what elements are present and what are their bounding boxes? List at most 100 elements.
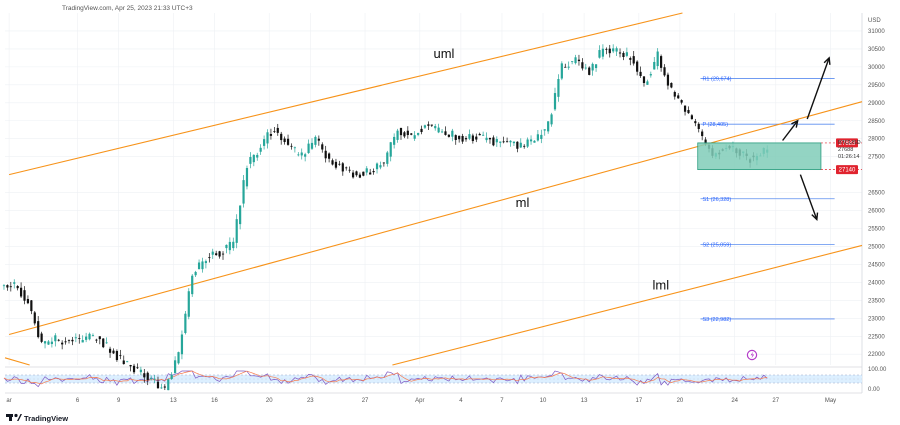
candle-body (115, 351, 119, 361)
alert-icon[interactable] (746, 349, 758, 361)
time-tick-label: 13 (581, 398, 588, 404)
candle-body (167, 379, 170, 391)
candle-body (653, 61, 656, 70)
candle-body (509, 140, 512, 143)
price-tick-label: 22500 (868, 334, 885, 340)
time-tick-label: Apr (415, 398, 424, 404)
candle-body (173, 360, 177, 374)
candle-body (642, 76, 646, 84)
time-tick-label: 20 (677, 398, 684, 404)
candle-body (262, 139, 266, 146)
candle-body (468, 134, 471, 139)
candle-body (61, 342, 64, 345)
candle-body (139, 369, 142, 373)
candle-body (102, 338, 105, 348)
price-tick-label: 24000 (868, 280, 885, 286)
candle-body (687, 109, 690, 114)
candle-body (567, 66, 570, 68)
candle-body (577, 59, 581, 62)
candle-body (601, 48, 605, 57)
channel-label-ml: ml (516, 195, 530, 210)
candle-body (560, 63, 563, 79)
candle-body (283, 138, 286, 143)
candle-body (304, 154, 307, 157)
price-tick-label: 22000 (868, 352, 885, 358)
candle-body (403, 132, 406, 137)
price-badge (836, 165, 858, 175)
candle-body (180, 334, 184, 355)
candle-body (499, 141, 502, 143)
candle-body (680, 100, 683, 103)
candle-body (119, 355, 122, 357)
time-axis: ar 6 9 13 16 20 23 27 Apr 4 7 10 13 17 20 24 27 May (6, 398, 836, 404)
candle-body (632, 56, 635, 64)
candle-body (47, 341, 50, 345)
candle-body (132, 365, 136, 373)
candle-body (26, 298, 30, 304)
last-price-label: 27688 (838, 147, 853, 153)
time-tick-label: 7 (500, 398, 504, 404)
candle-body (574, 57, 577, 64)
candle-body (191, 275, 194, 295)
candle-body (495, 139, 498, 143)
candle-body (225, 244, 228, 249)
candle-body (581, 62, 584, 69)
candle-body (505, 141, 509, 143)
candle-body (64, 341, 67, 343)
candle-body (475, 136, 478, 140)
candle-body (372, 171, 375, 173)
candle-body (71, 339, 74, 342)
candle-body (197, 262, 201, 270)
candle-body (447, 134, 451, 137)
candle-body (430, 124, 433, 126)
candle-body (91, 335, 95, 337)
candle-body (307, 143, 310, 154)
candle-body (659, 56, 663, 68)
price-tick-label: 31000 (868, 29, 885, 35)
candle-body (694, 121, 697, 124)
pivot-label: R1 (29,674) (702, 77, 731, 83)
candle-body (649, 74, 652, 76)
candle-body (146, 372, 149, 381)
candle-body (122, 360, 125, 365)
candle-body (543, 129, 546, 131)
candle-body (502, 141, 505, 143)
channel-label-lml: lml (653, 278, 670, 293)
candle-body (78, 338, 81, 339)
candle-body (201, 261, 204, 270)
candle-body (598, 50, 601, 58)
breakout-up-arrow-head (791, 119, 799, 128)
candle-body (440, 131, 444, 133)
candle-body (136, 367, 139, 369)
candlesticks (2, 44, 769, 391)
candle-body (150, 378, 153, 379)
candle-body (584, 67, 587, 69)
candle-body (9, 286, 12, 288)
candle-body (478, 133, 481, 136)
candle-body (382, 162, 385, 164)
currency-label: USD (868, 18, 881, 24)
candle-body (697, 123, 700, 129)
candle-body (629, 58, 632, 60)
candle-body (280, 133, 283, 141)
candle-body (218, 251, 221, 257)
rsi-tick-label: 100.00 (868, 367, 887, 373)
candle-body (362, 171, 365, 176)
candle-body (618, 52, 622, 54)
candle-body (297, 154, 300, 156)
time-tick-label: 10 (540, 398, 547, 404)
candle-body (471, 135, 474, 142)
candle-body (331, 160, 334, 165)
price-tick-label: 27500 (868, 155, 885, 161)
candle-body (184, 313, 187, 334)
pitchfork-channel: uml ml lml (4, 12, 863, 366)
candle-body (57, 339, 60, 341)
candle-body (594, 64, 598, 69)
candle-body (13, 282, 16, 284)
pivot-label: P (28,405) (702, 122, 728, 128)
candle-body (321, 144, 324, 150)
candle-body (399, 127, 403, 136)
candle-body (33, 312, 36, 324)
candle-body (208, 257, 211, 259)
